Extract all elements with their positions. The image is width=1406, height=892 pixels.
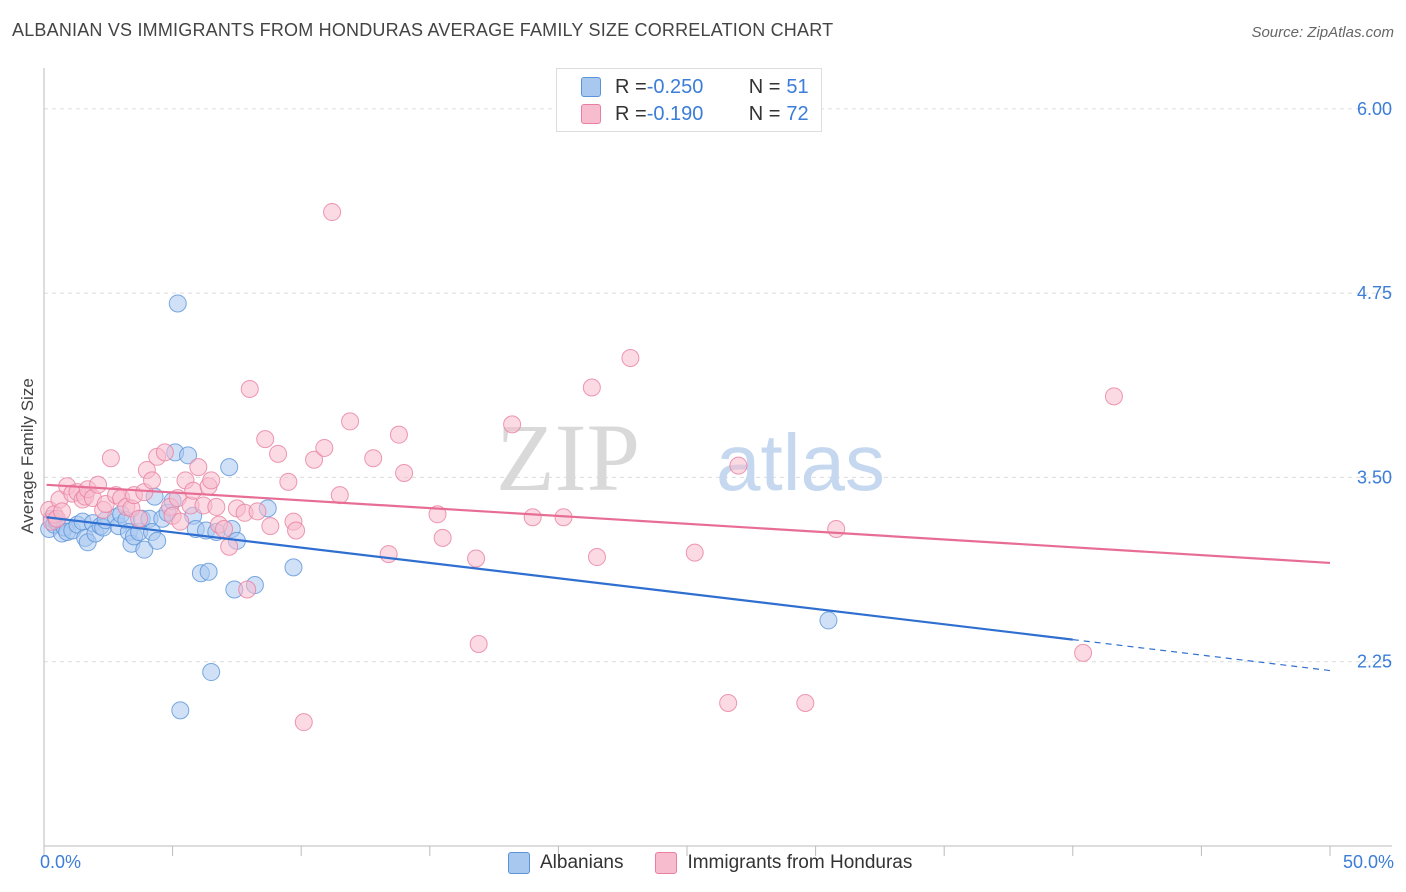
honduras-point-51 — [279, 472, 298, 491]
honduras-point-62 — [389, 425, 408, 444]
honduras-trend-line — [46, 483, 1331, 565]
honduras-point-67 — [469, 635, 488, 654]
honduras-point-78 — [827, 520, 846, 539]
stats-legend: R = -0.250 N = 51 R = -0.190 N = 72 — [556, 68, 822, 132]
n-value: 72 — [786, 102, 809, 125]
honduras-point-60 — [364, 449, 383, 468]
honduras-point-65 — [433, 528, 452, 547]
honduras-point-54 — [294, 713, 313, 732]
albanians-trend-extension — [1072, 639, 1331, 672]
honduras-point-49 — [261, 517, 280, 536]
honduras-point-79 — [1074, 643, 1093, 662]
honduras-point-57 — [323, 203, 342, 222]
honduras-point-45 — [238, 580, 257, 599]
legend-albanians-swatch — [508, 852, 530, 874]
honduras-point-13 — [89, 475, 108, 494]
honduras-point-59 — [341, 412, 360, 431]
honduras-point-76 — [729, 456, 748, 475]
r-value: -0.190 — [646, 102, 704, 125]
honduras-point-22 — [130, 509, 149, 528]
n-label: N = — [748, 102, 781, 125]
legend-honduras-label: Immigrants from Honduras — [687, 852, 913, 873]
honduras-point-16 — [101, 449, 120, 468]
albanians-point-36 — [171, 701, 190, 720]
honduras-point-69 — [523, 508, 542, 527]
albanians-point-45 — [220, 458, 239, 477]
honduras-point-27 — [155, 443, 174, 462]
honduras-point-34 — [184, 481, 203, 500]
honduras-point-50 — [269, 444, 288, 463]
honduras-point-61 — [379, 545, 398, 564]
honduras-point-58 — [330, 486, 349, 505]
albanians-point-52 — [819, 611, 838, 630]
stats-legend-row-albanians: R = -0.250 N = 51 — [581, 75, 809, 99]
albanians-point-37 — [179, 446, 198, 465]
honduras-point-77 — [796, 693, 815, 712]
x-tick-min: 0.0% — [40, 852, 82, 872]
y-tick-label-0: 6.00 — [1357, 99, 1392, 119]
r-label: R = — [615, 75, 647, 98]
albanians-point-42 — [199, 562, 218, 581]
honduras-point-71 — [582, 378, 601, 397]
albanians-trend-line — [46, 516, 1073, 641]
honduras-point-48 — [256, 430, 275, 449]
r-value: -0.250 — [646, 75, 704, 98]
honduras-swatch — [581, 104, 601, 124]
legend-honduras-swatch — [655, 852, 678, 874]
albanians-point-43 — [202, 663, 221, 682]
y-tick-label-1: 4.75 — [1357, 283, 1392, 303]
honduras-point-63 — [395, 464, 414, 483]
chart-title: ALBANIAN VS IMMIGRANTS FROM HONDURAS AVE… — [12, 20, 834, 40]
albanians-point-30 — [148, 531, 167, 550]
honduras-point-31 — [171, 512, 190, 531]
honduras-point-68 — [503, 415, 522, 434]
series-legend: Albanians Immigrants from Honduras — [508, 852, 912, 874]
honduras-point-47 — [248, 502, 267, 521]
albanians-point-51 — [284, 558, 303, 577]
legend-albanians-label: Albanians — [540, 852, 624, 873]
honduras-point-74 — [685, 543, 704, 562]
honduras-point-64 — [428, 505, 447, 524]
albanians-point-35 — [168, 294, 187, 313]
honduras-point-75 — [719, 693, 738, 712]
honduras-point-72 — [587, 548, 606, 567]
honduras-point-73 — [621, 349, 640, 368]
honduras-point-53 — [287, 521, 306, 540]
n-label: N = — [748, 75, 781, 98]
albanians-swatch — [581, 77, 601, 97]
n-value: 51 — [786, 75, 809, 98]
source-label: Source: ZipAtlas.com — [1251, 24, 1394, 41]
honduras-point-80 — [1104, 387, 1123, 406]
albanians-point-26 — [135, 540, 154, 559]
r-label: R = — [615, 102, 647, 125]
honduras-point-39 — [207, 497, 226, 516]
y-tick-label-2: 3.50 — [1357, 467, 1392, 487]
stats-legend-row-honduras: R = -0.190 N = 72 — [581, 102, 809, 126]
honduras-point-25 — [143, 471, 162, 490]
honduras-point-66 — [467, 549, 486, 568]
x-tick-max: 50.0% — [1342, 852, 1394, 872]
honduras-point-41 — [215, 520, 234, 539]
honduras-point-55 — [305, 450, 324, 469]
y-tick-label-3: 2.25 — [1357, 652, 1392, 672]
honduras-point-35 — [189, 458, 208, 477]
honduras-point-46 — [240, 379, 259, 398]
honduras-point-38 — [202, 471, 221, 490]
honduras-point-56 — [315, 438, 334, 457]
